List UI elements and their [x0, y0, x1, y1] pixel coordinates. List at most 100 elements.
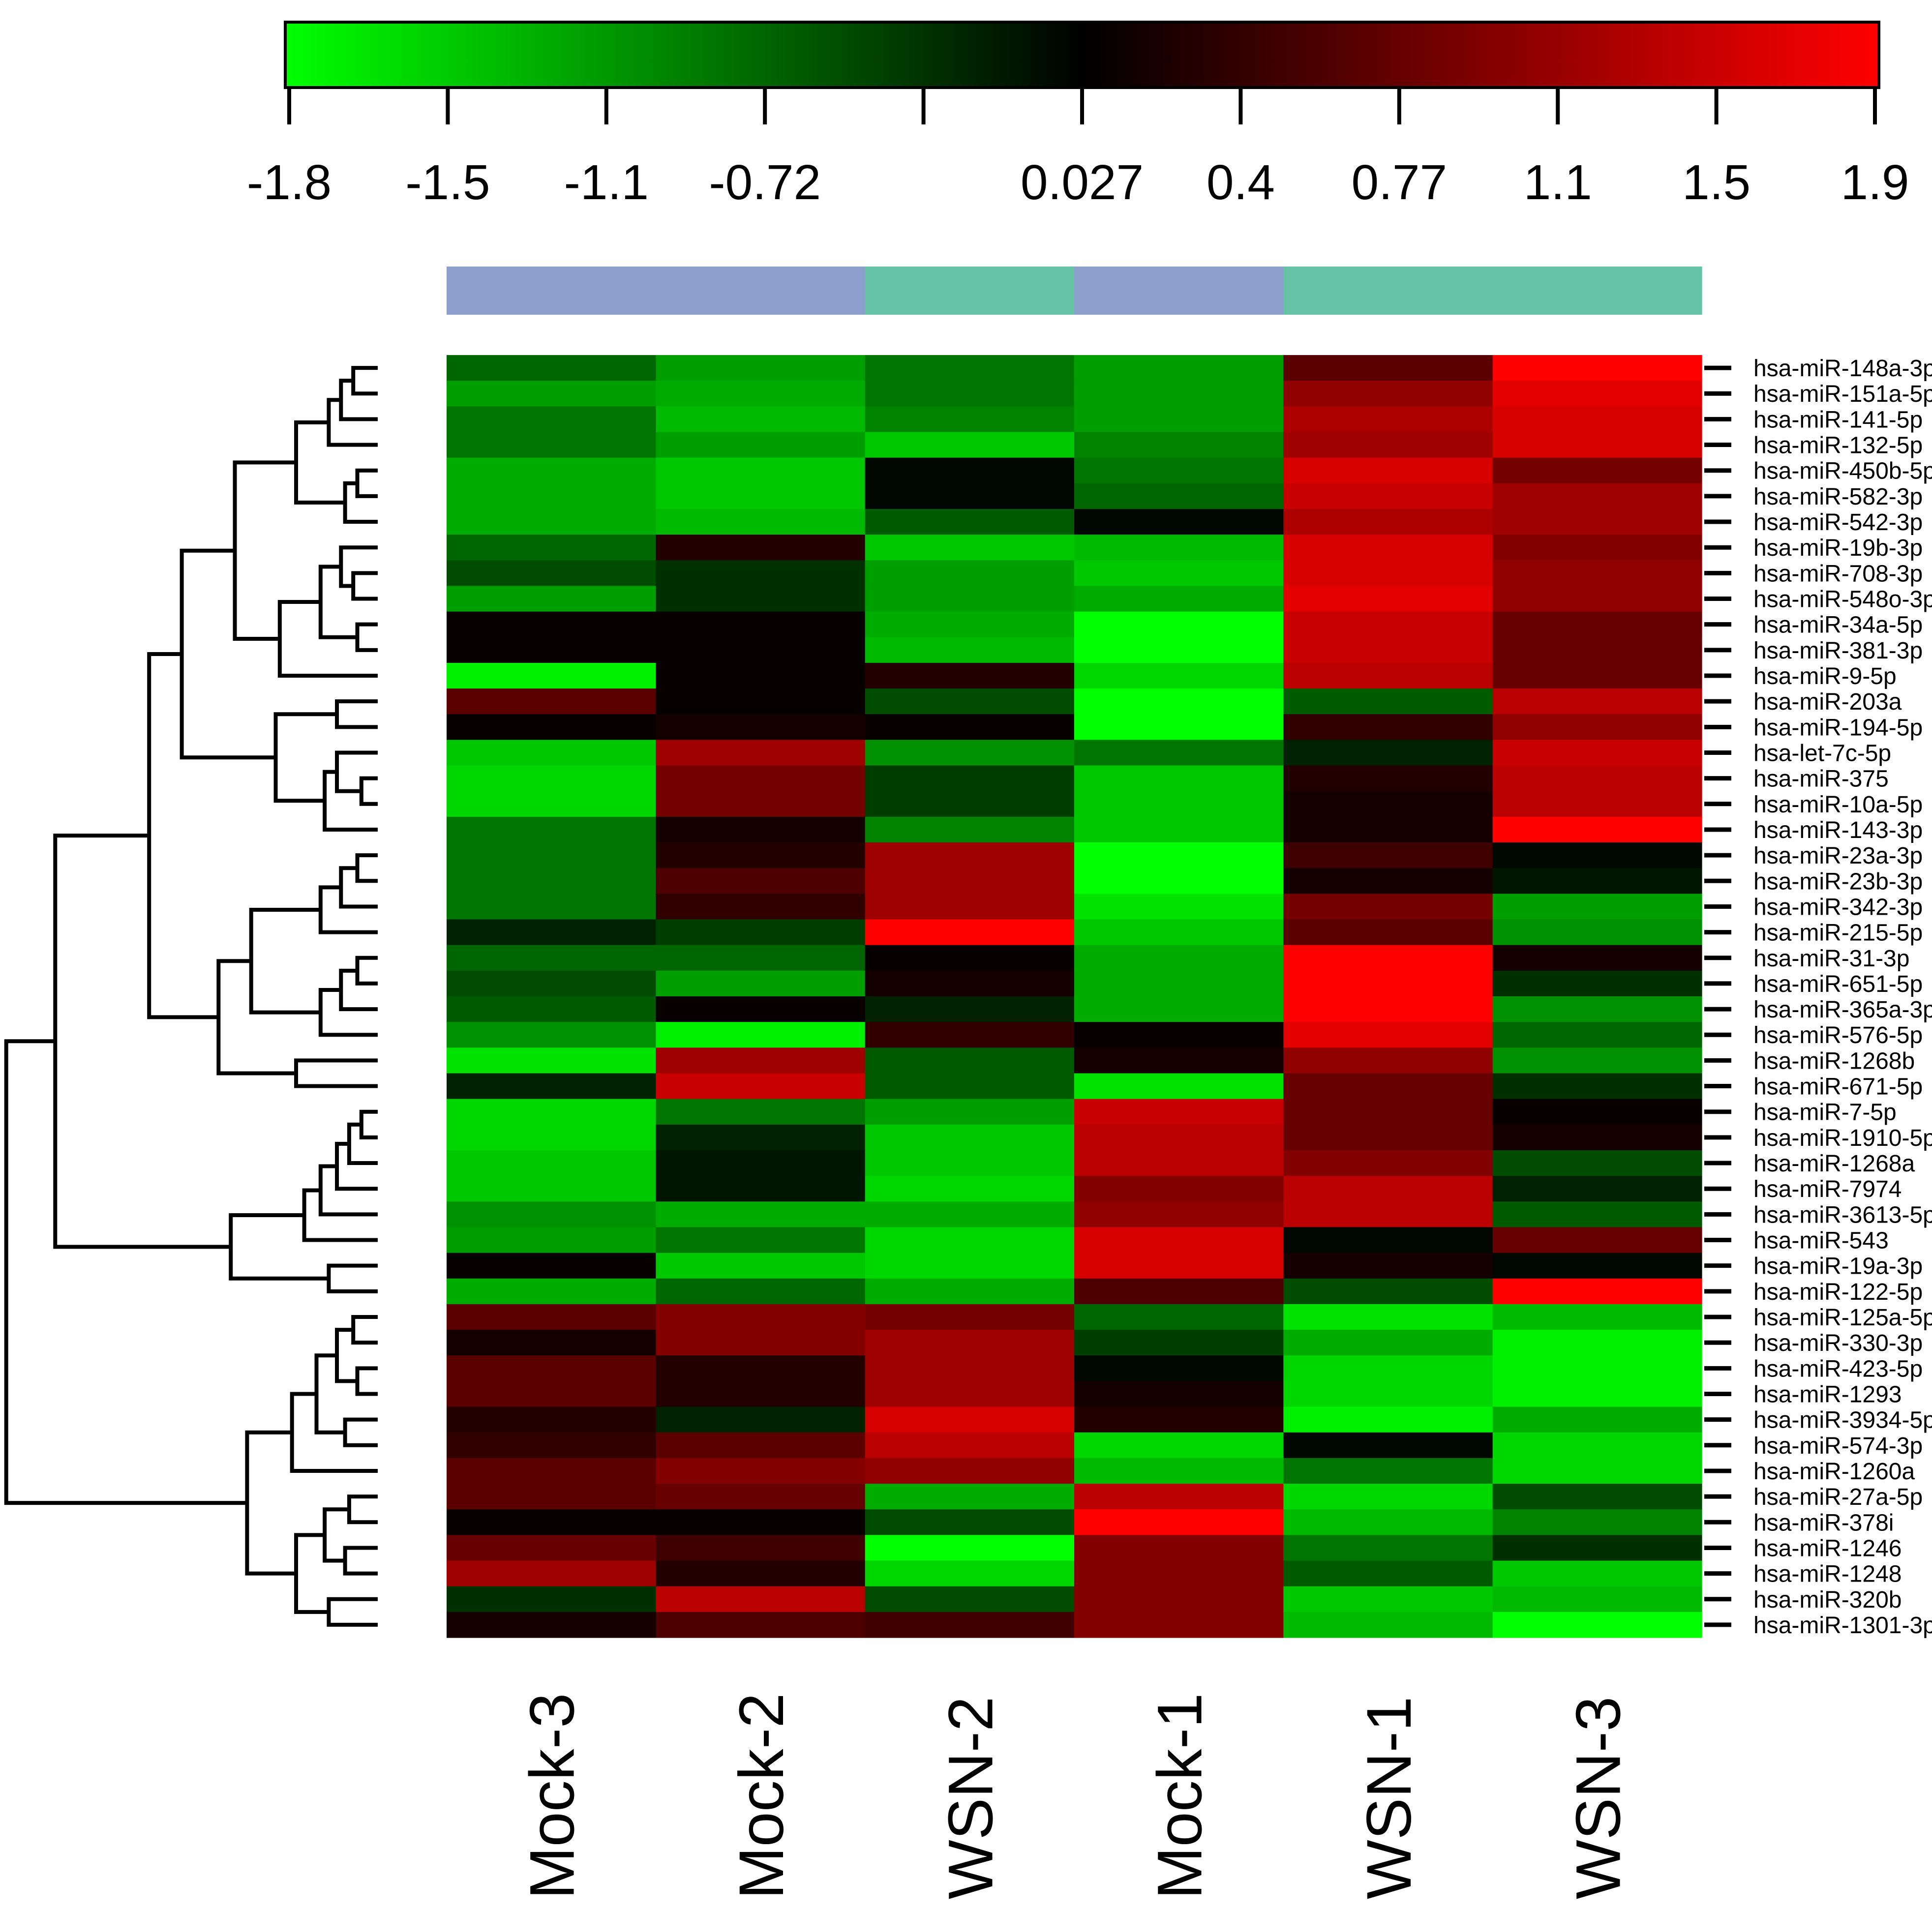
- row-dendrogram: [4, 366, 378, 1627]
- heatmap-cell: [865, 586, 1075, 612]
- heatmap-cell: [447, 740, 656, 766]
- heatmap-cell: [865, 868, 1075, 894]
- heatmap-cell: [447, 611, 656, 638]
- heatmap-cell: [656, 508, 866, 535]
- heatmap-cell: [447, 1176, 656, 1202]
- color-key-tick-label: 1.1: [1524, 155, 1592, 210]
- heatmap-cell: [1283, 1612, 1493, 1638]
- row-label: hsa-miR-378i: [1753, 1510, 1894, 1536]
- row-label: hsa-miR-151a-5p: [1753, 381, 1932, 407]
- heatmap-cell: [1492, 1432, 1702, 1459]
- heatmap-cell: [865, 560, 1075, 587]
- heatmap-cell: [1492, 945, 1702, 971]
- heatmap-cell: [656, 611, 866, 638]
- heatmap-cell: [447, 1560, 656, 1587]
- heatmap-cell: [865, 1330, 1075, 1356]
- heatmap-cell: [1492, 1201, 1702, 1228]
- heatmap-cell: [447, 765, 656, 792]
- heatmap-cell: [656, 406, 866, 433]
- heatmap-cell: [1074, 508, 1284, 535]
- heatmap-cell: [1492, 1099, 1702, 1125]
- heatmap-cell: [865, 996, 1075, 1022]
- row-label: hsa-miR-450b-5p: [1753, 458, 1932, 484]
- heatmap-cell: [656, 842, 866, 868]
- heatmap-cell: [447, 1047, 656, 1074]
- heatmap-cell: [1074, 1047, 1284, 1074]
- heatmap-cell: [1492, 970, 1702, 997]
- heatmap-cell: [1492, 740, 1702, 766]
- heatmap-cell: [447, 1099, 656, 1125]
- heatmap-cell: [1492, 535, 1702, 561]
- heatmap-cell: [656, 791, 866, 817]
- row-label: hsa-miR-1246: [1753, 1535, 1902, 1561]
- heatmap-cell: [1492, 1381, 1702, 1407]
- heatmap-cell: [1074, 1406, 1284, 1433]
- heatmap-cell: [1283, 740, 1493, 766]
- heatmap-cell: [865, 1176, 1075, 1202]
- heatmap-cell: [1074, 1227, 1284, 1254]
- heatmap-cell: [656, 1560, 866, 1587]
- heatmap-cell: [1492, 1278, 1702, 1305]
- heatmap-cell: [656, 816, 866, 843]
- heatmap-cell: [1283, 1535, 1493, 1561]
- heatmap-cell: [1074, 457, 1284, 484]
- heatmap-cell: [656, 970, 866, 997]
- heatmap-cell: [1074, 1278, 1284, 1305]
- heatmap-cell: [865, 355, 1075, 381]
- heatmap-cell: [447, 688, 656, 715]
- heatmap-cell: [447, 1586, 656, 1613]
- heatmap-cell: [1074, 586, 1284, 612]
- heatmap-cell: [1283, 560, 1493, 587]
- heatmap-cell: [656, 1304, 866, 1330]
- heatmap-cell: [656, 1253, 866, 1279]
- group-bar-segment: [1492, 267, 1702, 315]
- heatmap-cell: [656, 688, 866, 715]
- heatmap-cell: [1074, 1099, 1284, 1125]
- column-label: Mock-1: [1145, 1693, 1215, 1899]
- heatmap-cell: [1074, 894, 1284, 920]
- heatmap-cell: [1283, 1355, 1493, 1381]
- heatmap-cell: [656, 945, 866, 971]
- row-label: hsa-miR-1910-5p: [1753, 1125, 1932, 1151]
- heatmap-cell: [1074, 1535, 1284, 1561]
- heatmap-cell: [1492, 816, 1702, 843]
- heatmap-cell: [1283, 1201, 1493, 1228]
- heatmap-cell: [447, 919, 656, 946]
- heatmap-cell: [447, 457, 656, 484]
- heatmap-cell: [656, 740, 866, 766]
- row-label: hsa-miR-19a-3p: [1753, 1254, 1923, 1280]
- row-label: hsa-miR-1260a: [1753, 1459, 1915, 1485]
- row-label: hsa-miR-23a-3p: [1753, 843, 1923, 869]
- heatmap-cell: [1074, 970, 1284, 997]
- heatmap-cell: [656, 1073, 866, 1100]
- heatmap-cell: [656, 560, 866, 587]
- heatmap-cell: [656, 1099, 866, 1125]
- heatmap-cell: [865, 842, 1075, 868]
- heatmap-cell: [656, 868, 866, 894]
- heatmap-cell: [1492, 432, 1702, 458]
- row-label: hsa-miR-143-3p: [1753, 817, 1923, 843]
- heatmap-cell: [1283, 1509, 1493, 1535]
- heatmap-cell: [1074, 1355, 1284, 1381]
- heatmap-cell: [656, 894, 866, 920]
- heatmap-cell: [1074, 1330, 1284, 1356]
- row-label: hsa-miR-548o-3p: [1753, 587, 1932, 613]
- heatmap-cell: [1074, 611, 1284, 638]
- heatmap-cell: [1074, 1176, 1284, 1202]
- heatmap-cell: [656, 1458, 866, 1484]
- heatmap-cell: [1492, 1253, 1702, 1279]
- heatmap-cell: [1283, 714, 1493, 740]
- heatmap-cell: [1283, 1406, 1493, 1433]
- heatmap-cell: [447, 1124, 656, 1151]
- heatmap-cell: [1074, 1458, 1284, 1484]
- color-key: -1.8 -1.5 -1.1 -0.72 0.027 0.4 0.77 1.1 1.5 1.9: [247, 21, 1909, 210]
- heatmap-cell: [865, 508, 1075, 535]
- heatmap-cell: [1283, 483, 1493, 509]
- heatmap-cell: [865, 1586, 1075, 1613]
- row-label: hsa-let-7c-5p: [1753, 740, 1891, 766]
- heatmap-cell: [865, 432, 1075, 458]
- heatmap-cell: [1283, 1278, 1493, 1305]
- heatmap-cell: [1283, 432, 1493, 458]
- row-label: hsa-miR-651-5p: [1753, 971, 1923, 997]
